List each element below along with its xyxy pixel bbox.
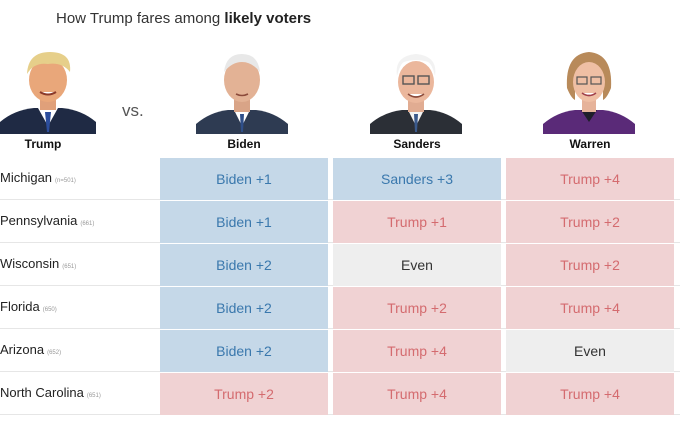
sample-size: (661) bbox=[80, 221, 95, 227]
state-cell: Florida (650) bbox=[0, 299, 57, 314]
candidate-label-warren: Warren bbox=[569, 137, 611, 151]
biden-portrait bbox=[196, 54, 288, 134]
result-cell-biden: Biden +1 bbox=[160, 201, 328, 243]
sample-size: (651) bbox=[62, 264, 77, 270]
warren-portrait bbox=[543, 52, 635, 134]
result-cell-sanders: Sanders +3 bbox=[333, 158, 501, 200]
result-cell-warren: Even bbox=[506, 330, 674, 372]
result-cell-warren: Trump +2 bbox=[506, 244, 674, 286]
sample-size: (n=501) bbox=[55, 178, 76, 184]
table-row: Michigan (n=501) Biden +1 Sanders +3 Trump +… bbox=[0, 158, 680, 200]
state-cell: Pennsylvania (661) bbox=[0, 213, 94, 228]
state-name: Florida bbox=[0, 299, 40, 314]
state-name: Arizona bbox=[0, 342, 45, 357]
result-cell-sanders: Trump +4 bbox=[333, 373, 501, 415]
result-cell-warren: Trump +4 bbox=[506, 158, 674, 200]
title-prefix: How Trump fares among bbox=[56, 10, 225, 27]
candidate-label-sanders: Sanders bbox=[393, 137, 441, 151]
state-cell: Michigan (n=501) bbox=[0, 170, 76, 185]
table-row: Pennsylvania (661) Biden +1 Trump +1 Trump +… bbox=[0, 201, 680, 243]
result-cell-biden: Biden +2 bbox=[160, 244, 328, 286]
title-bold: likely voters bbox=[224, 10, 312, 27]
sample-size: (651) bbox=[86, 393, 101, 399]
result-cell-biden: Biden +2 bbox=[160, 287, 328, 329]
table-row: Florida (650) Biden +2 Trump +2 Trump +4 bbox=[0, 287, 680, 329]
result-cell-biden: Biden +2 bbox=[160, 330, 328, 372]
table-row: Wisconsin (651) Biden +2 Even Trump +2 bbox=[0, 244, 680, 286]
candidate-label-trump: Trump bbox=[24, 137, 62, 151]
chart-title: How Trump fares among likely voters bbox=[56, 10, 311, 27]
state-cell: Arizona (652) bbox=[0, 342, 61, 357]
sample-size: (650) bbox=[42, 307, 57, 313]
state-cell: North Carolina (651) bbox=[0, 385, 101, 400]
versus-label: vs. bbox=[122, 101, 144, 120]
result-cell-warren: Trump +4 bbox=[506, 373, 674, 415]
result-cell-biden: Biden +1 bbox=[160, 158, 328, 200]
trump-portrait bbox=[0, 52, 96, 134]
candidate-label-biden: Biden bbox=[227, 137, 261, 151]
state-name: North Carolina bbox=[0, 385, 84, 400]
state-cell: Wisconsin (651) bbox=[0, 256, 76, 271]
result-cell-sanders: Trump +1 bbox=[333, 201, 501, 243]
state-name: Wisconsin bbox=[0, 256, 60, 271]
result-cell-warren: Trump +2 bbox=[506, 201, 674, 243]
result-cell-sanders: Even bbox=[333, 244, 501, 286]
result-cell-biden: Trump +2 bbox=[160, 373, 328, 415]
sample-size: (652) bbox=[47, 350, 62, 356]
result-cell-warren: Trump +4 bbox=[506, 287, 674, 329]
sanders-portrait bbox=[370, 54, 462, 134]
state-name: Pennsylvania bbox=[0, 213, 78, 228]
table-row: North Carolina (651) Trump +2 Trump +4 Trump… bbox=[0, 373, 680, 415]
result-cell-sanders: Trump +2 bbox=[333, 287, 501, 329]
state-name: Michigan bbox=[0, 170, 53, 185]
table-row: Arizona (652) Biden +2 Trump +4 Even bbox=[0, 330, 680, 372]
result-cell-sanders: Trump +4 bbox=[333, 330, 501, 372]
